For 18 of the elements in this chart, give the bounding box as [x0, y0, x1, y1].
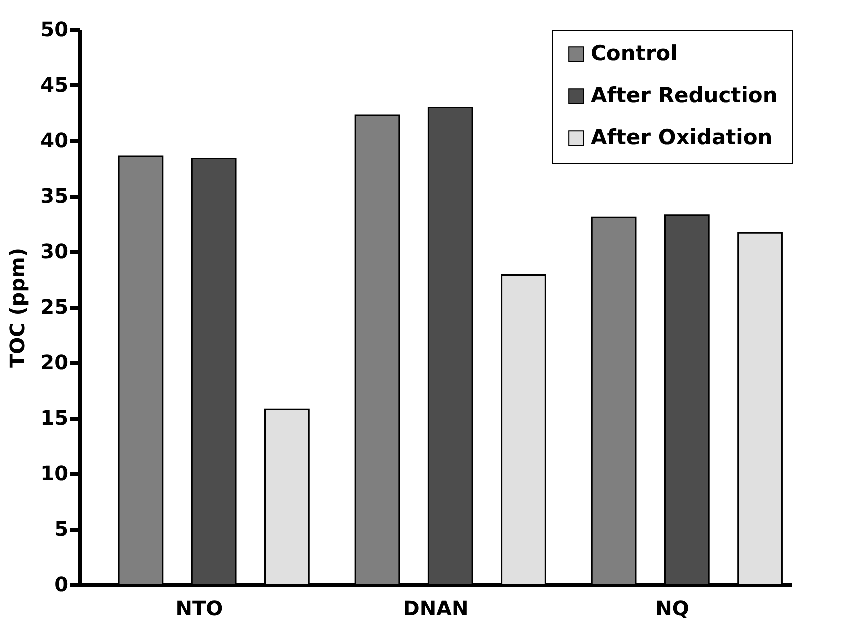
x-tick-label: NTO: [176, 596, 224, 620]
y-tick-label: 30: [40, 240, 68, 264]
y-tick-label: 15: [40, 406, 68, 430]
legend-label: After Oxidation: [591, 126, 773, 150]
y-tick-label: 40: [40, 128, 68, 152]
y-tick-label: 50: [40, 18, 68, 42]
y-axis-title: TOC (ppm): [6, 248, 30, 368]
y-tick-label: 5: [54, 517, 68, 541]
x-tick-label: NQ: [656, 596, 690, 620]
y-tick-label: 45: [40, 73, 68, 97]
legend-label: Control: [591, 42, 678, 66]
x-tick-label: DNAN: [403, 596, 469, 620]
y-tick-label: 20: [40, 350, 68, 374]
y-tick-label: 0: [54, 572, 68, 596]
legend-label: After Reduction: [591, 84, 778, 108]
y-tick-label: 10: [40, 462, 68, 486]
y-tick-label: 35: [40, 184, 68, 208]
y-tick-label: 25: [40, 295, 68, 319]
